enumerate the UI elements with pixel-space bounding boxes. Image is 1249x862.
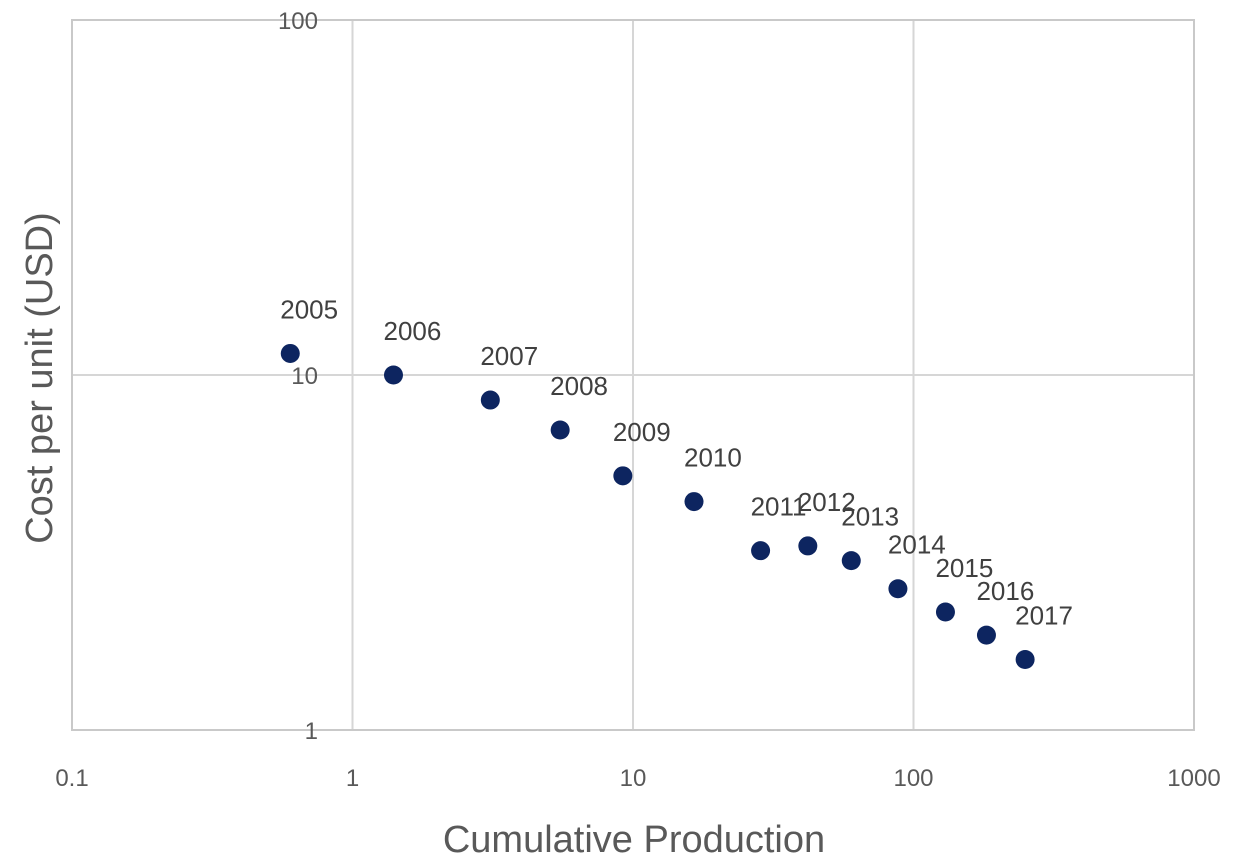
plot-area-border (71, 19, 1195, 731)
data-point (613, 466, 633, 486)
y-tick-label: 10 (291, 363, 318, 390)
data-label: 2008 (550, 371, 608, 401)
data-point (798, 536, 818, 556)
x-tick-label: 100 (893, 765, 933, 792)
data-label: 2009 (613, 417, 671, 447)
data-point (888, 579, 908, 599)
data-point (841, 551, 861, 571)
data-point (751, 541, 771, 561)
data-label: 2016 (976, 576, 1034, 606)
data-point (480, 390, 500, 410)
data-label: 2010 (684, 443, 742, 473)
data-point (684, 492, 704, 512)
gridlines (72, 20, 1194, 730)
x-tick-label: 1 (346, 765, 359, 792)
x-tick-label: 1000 (1167, 765, 1220, 792)
data-point (976, 625, 996, 645)
data-label: 2007 (480, 341, 538, 371)
x-axis-title: Cumulative Production (443, 819, 825, 861)
data-label: 2013 (841, 502, 899, 532)
data-point (280, 343, 300, 363)
y-axis-tick-labels: 1 10 100 (278, 8, 318, 745)
data-point (1015, 649, 1035, 669)
data-point (383, 365, 403, 385)
y-axis-title: Cost per unit (USD) (19, 212, 61, 544)
data-label: 2006 (383, 316, 441, 346)
data-point (935, 602, 955, 622)
y-tick-label: 100 (278, 8, 318, 35)
data-label: 2012 (798, 487, 856, 517)
data-label: 2017 (1015, 600, 1073, 630)
data-label: 2014 (888, 530, 946, 560)
x-axis-tick-labels: 0.1 1 10 100 1000 (55, 765, 1220, 792)
data-label: 2005 (280, 294, 338, 324)
data-label: 2015 (935, 553, 993, 583)
data-label: 2011 (751, 492, 807, 522)
data-point (550, 420, 570, 440)
y-tick-label: 1 (305, 718, 318, 745)
x-tick-label: 10 (620, 765, 647, 792)
data-points (280, 343, 1035, 669)
x-tick-label: 0.1 (55, 765, 88, 792)
